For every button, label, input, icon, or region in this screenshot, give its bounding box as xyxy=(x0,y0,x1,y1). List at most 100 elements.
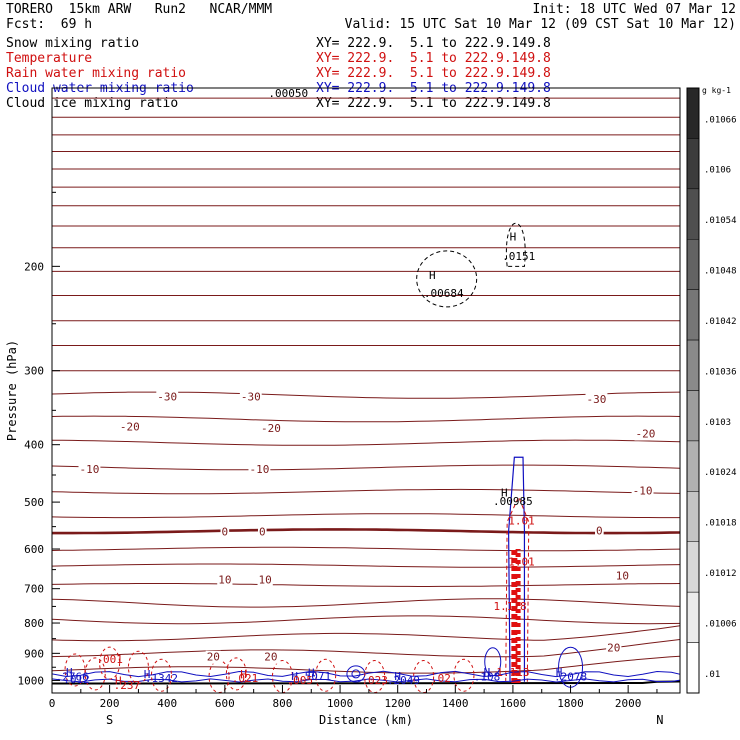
legend-field-name: Cloud ice mixing ratio xyxy=(6,96,179,111)
maximum-label: 1.113 xyxy=(496,666,529,679)
y-tick-label: 600 xyxy=(24,543,44,556)
x-tick-label: 800 xyxy=(273,697,293,710)
maximum-label: .012 xyxy=(63,673,90,686)
isotherm-label: 20 xyxy=(607,642,620,655)
cloud-water-contour xyxy=(52,670,680,678)
isotherm-label: 0 xyxy=(596,524,603,537)
isotherm-label-bg xyxy=(257,525,267,539)
x-tick-label: 2000 xyxy=(615,697,642,710)
isotherm-label-bg xyxy=(205,650,221,664)
right-endpoint-label: N xyxy=(656,713,663,727)
colorbar-label: .01012 xyxy=(704,569,737,579)
colorbar-segment xyxy=(686,138,700,190)
isotherm-label-bg xyxy=(248,463,271,477)
isotherm-label-bg xyxy=(606,641,622,655)
rain-water-contour xyxy=(99,646,121,680)
x-tick-label: 1000 xyxy=(327,697,354,710)
rain-water-contour xyxy=(127,650,149,684)
isotherm-line xyxy=(52,625,680,642)
legend-field-name: Snow mixing ratio xyxy=(6,36,140,51)
legend-field-name: Temperature xyxy=(6,51,93,66)
rain-water-contour xyxy=(225,657,247,691)
legend-xy-range: XY= 222.9. 5.1 to 222.9.149.8 xyxy=(316,36,551,51)
colorbar-segment xyxy=(686,239,700,290)
colorbar-segment xyxy=(686,87,700,139)
isotherm-label-bg xyxy=(259,422,282,436)
isotherm-label-bg xyxy=(118,420,141,434)
y-axis-label: Pressure (hPa) xyxy=(5,340,19,441)
isotherm-line xyxy=(52,513,680,519)
legend-xy-range: XY= 222.9. 5.1 to 222.9.149.8 xyxy=(316,96,551,111)
cloud-ice-contour xyxy=(416,250,478,308)
maximum-label: .108 xyxy=(474,670,501,683)
maximum-label: H xyxy=(510,230,517,243)
plot-frame xyxy=(51,87,681,694)
isotherm-label: 0 xyxy=(259,525,266,538)
maximum-label: H xyxy=(501,487,508,500)
colorbar-label: .0103 xyxy=(704,418,731,428)
isotherm-line xyxy=(52,488,680,495)
plot-area xyxy=(52,97,680,693)
init-time: Init: 18 UTC Wed 07 Mar 12 xyxy=(532,2,737,17)
cloud-water-contour xyxy=(351,669,361,679)
isotherm-label: -20 xyxy=(635,428,655,441)
maximum-label: .0151 xyxy=(502,250,535,263)
colorbar-label: .01066 xyxy=(704,115,737,125)
cloud-ice-contour xyxy=(505,223,526,267)
isotherm-label-bg xyxy=(263,650,279,664)
x-tick-label: 1800 xyxy=(557,697,584,710)
forecast-hour: Fcst: 69 h xyxy=(6,17,93,32)
colorbar-segment xyxy=(686,440,700,492)
isotherm-label-bg xyxy=(217,573,233,587)
maximum-label: .237 xyxy=(114,679,141,692)
colorbar-frame xyxy=(686,87,700,694)
maximum-label: .021 xyxy=(232,672,259,685)
maximum-label: .001 xyxy=(96,653,123,666)
maximum-label: H xyxy=(66,666,73,679)
x-tick-label: 0 xyxy=(49,697,56,710)
maximum-label: H xyxy=(308,666,315,679)
y-tick-label: 700 xyxy=(24,583,44,596)
isotherm-label: 20 xyxy=(264,651,277,664)
isotherm-label: 20 xyxy=(207,651,220,664)
colorbar-label: .01 xyxy=(704,670,720,680)
y-tick-label: 400 xyxy=(24,439,44,452)
colorbar-segment xyxy=(686,289,700,341)
maximum-label: 1.178 xyxy=(493,600,526,613)
colorbar-segment xyxy=(686,188,700,240)
isotherm-line xyxy=(52,546,680,552)
maximum-label: H xyxy=(240,668,247,681)
isotherm-label: -20 xyxy=(261,422,281,435)
maximum-label: H xyxy=(429,269,436,282)
cloud-water-contour xyxy=(484,647,502,677)
isotherm-label: -30 xyxy=(157,391,177,404)
maximum-label: H xyxy=(144,668,151,681)
maximum-label: .2766 xyxy=(56,670,89,683)
maximum-label: .023 xyxy=(361,674,388,687)
legend-field-name: Rain water mixing ratio xyxy=(6,66,187,81)
maximum-label: .00985 xyxy=(493,495,533,508)
isotherm-label-bg xyxy=(220,525,230,539)
rain-water-contour xyxy=(453,658,475,692)
rain-water-contour xyxy=(315,658,337,692)
x-tick-label: 400 xyxy=(157,697,177,710)
legend-xy-range: XY= 222.9. 5.1 to 222.9.149.8 xyxy=(316,51,551,66)
valid-time: Valid: 15 UTC Sat 10 Mar 12 (09 CST Sat … xyxy=(344,17,736,32)
isotherm-line xyxy=(52,439,680,446)
isotherm-label: 10 xyxy=(218,574,231,587)
isotherm-label: 0 xyxy=(222,525,229,538)
isotherm-label: -10 xyxy=(80,463,100,476)
y-tick-label: 800 xyxy=(24,617,44,630)
maximum-label: H xyxy=(556,666,563,679)
colorbar-label: .01036 xyxy=(704,367,737,377)
isotherm-line xyxy=(52,415,680,423)
colorbar-label: .01018 xyxy=(704,519,737,529)
maximum-label: H.5071 xyxy=(291,670,331,683)
colorbar-unit: g kg-1 xyxy=(702,86,731,95)
rain-water-contour xyxy=(84,657,106,691)
isotherm-label-bg xyxy=(634,427,657,441)
isotherm-label-bg xyxy=(257,573,273,587)
y-tick-label: 1000 xyxy=(18,674,45,687)
maximum-label: .1342 xyxy=(145,672,178,685)
